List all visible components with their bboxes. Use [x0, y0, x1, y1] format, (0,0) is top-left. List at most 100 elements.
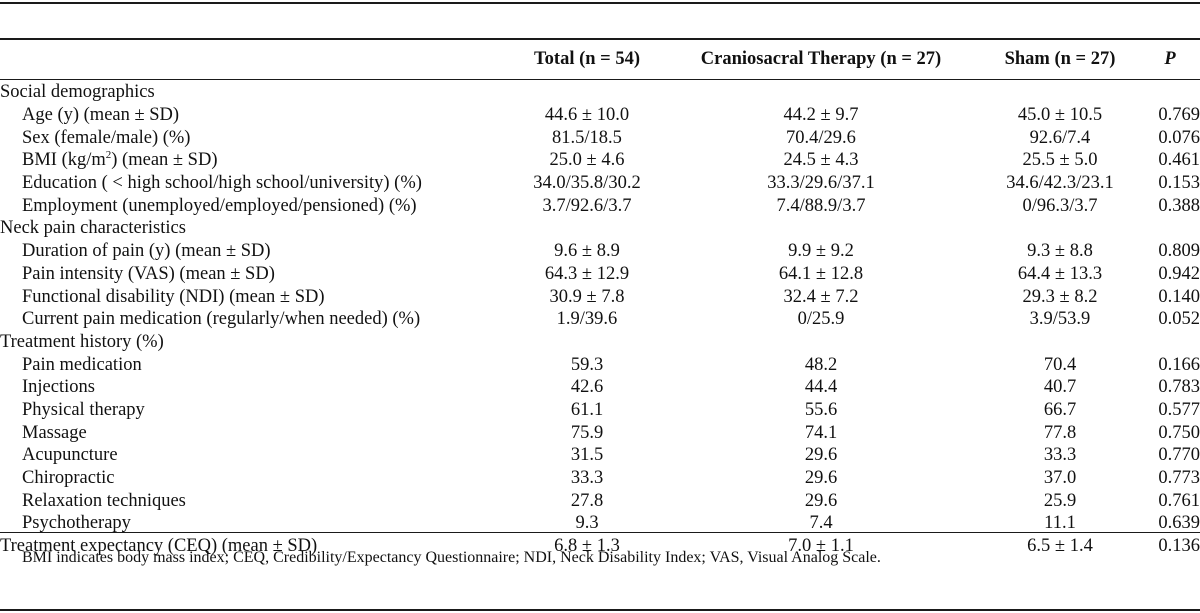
p-value: 0.140	[1158, 286, 1200, 307]
sham-value: 33.3	[1043, 445, 1077, 466]
p-value: 0.166	[1158, 354, 1200, 375]
p-value	[1140, 81, 1200, 104]
total-value: 1.9/39.6	[556, 309, 618, 330]
row-label: Neck pain characteristics	[0, 218, 186, 239]
total-value: 61.1	[570, 399, 604, 420]
sham-value: 70.4	[1043, 354, 1077, 375]
p-value	[1140, 217, 1200, 240]
total-value: 6.8 ± 1.3	[554, 536, 620, 557]
table-row: Massage 75.9 74.1 77.8 0.750	[0, 421, 1200, 444]
section-row: Treatment expectancy (CEQ) (mean ± SD) 6.…	[0, 535, 1200, 558]
row-label: Psychotherapy	[22, 513, 131, 534]
table-row: Relaxation techniques 27.8 29.6 25.9 0.761	[0, 489, 1200, 512]
table-footnote: BMI indicates body mass index; CEQ, Cred…	[22, 549, 881, 566]
total-value: 31.5	[570, 445, 604, 466]
header-craniosacral: Craniosacral Therapy (n = 27)	[700, 49, 942, 69]
craniosacral-value: 64.1 ± 12.8	[778, 263, 864, 284]
craniosacral-value: 33.3/29.6/37.1	[767, 173, 875, 194]
total-value: 30.9 ± 7.8	[549, 286, 625, 307]
total-value: 9.3	[575, 513, 599, 534]
table-row: Duration of pain (y) (mean ± SD) 9.6 ± 8.…	[0, 240, 1200, 263]
craniosacral-value: 7.4/88.9/3.7	[776, 195, 866, 216]
table-row: Physical therapy 61.1 55.6 66.7 0.577	[0, 399, 1200, 422]
table-row: Injections 42.6 44.4 40.7 0.783	[0, 376, 1200, 399]
sham-value: 29.3 ± 8.2	[1022, 286, 1098, 307]
header-total: Total (n = 54)	[534, 49, 640, 69]
table-row: Pain medication 59.3 48.2 70.4 0.166	[0, 353, 1200, 376]
craniosacral-value	[662, 331, 980, 354]
baseline-characteristics-table: Total (n = 54) Craniosacral Therapy (n =…	[0, 40, 1200, 557]
table-body: Social demographics Age (y) (mean ± SD) 44…	[0, 79, 1200, 557]
row-label: Physical therapy	[22, 399, 145, 420]
p-value: 0.942	[1158, 263, 1200, 284]
sham-value: 3.9/53.9	[1029, 309, 1091, 330]
total-value: 64.3 ± 12.9	[544, 263, 630, 284]
row-label: Acupuncture	[22, 445, 118, 466]
row-label: Treatment history (%)	[0, 331, 164, 352]
section-row: Neck pain characteristics	[0, 217, 1200, 240]
total-value: 9.6 ± 8.9	[554, 241, 620, 262]
sham-value: 37.0	[1043, 468, 1077, 489]
craniosacral-value: 70.4/29.6	[786, 127, 856, 148]
craniosacral-value: 7.4	[809, 513, 833, 534]
craniosacral-value: 44.4	[804, 377, 838, 398]
table-row: Current pain medication (regularly/when …	[0, 308, 1200, 331]
header-top-rule	[0, 38, 1200, 40]
p-value: 0.783	[1158, 377, 1200, 398]
top-rule	[0, 2, 1200, 4]
table-row: Education ( < high school/high school/un…	[0, 172, 1200, 195]
table-header-row: Total (n = 54) Craniosacral Therapy (n =…	[0, 40, 1200, 79]
row-label: Pain intensity (VAS) (mean ± SD)	[22, 263, 275, 284]
row-label: Relaxation techniques	[22, 490, 186, 511]
p-value: 0.052	[1158, 309, 1200, 330]
table-row: Sex (female/male) (%) 81.5/18.5 70.4/29.6 9…	[0, 126, 1200, 149]
row-label: Social demographics	[0, 82, 155, 103]
p-value: 0.577	[1158, 399, 1200, 420]
total-value: 75.9	[570, 422, 604, 443]
p-value: 0.136	[1158, 536, 1200, 557]
sham-value: 6.5 ± 1.4	[1027, 536, 1093, 557]
sham-value: 0/96.3/3.7	[1022, 195, 1098, 216]
row-label: Sex (female/male) (%)	[22, 127, 191, 148]
row-label: BMI (kg/m2) (mean ± SD)	[22, 149, 218, 171]
total-value: 25.0 ± 4.6	[549, 150, 625, 171]
table-bottom-rule	[0, 532, 1200, 533]
sham-value: 77.8	[1043, 422, 1077, 443]
bottom-rule	[0, 609, 1200, 611]
craniosacral-value: 55.6	[804, 399, 838, 420]
p-value: 0.750	[1158, 422, 1200, 443]
craniosacral-value	[662, 81, 980, 104]
p-value	[1140, 331, 1200, 354]
header-p-value: P	[1164, 49, 1176, 69]
row-label: Age (y) (mean ± SD)	[22, 105, 180, 126]
sham-value	[980, 81, 1140, 104]
sham-value	[980, 217, 1140, 240]
craniosacral-value: 7.0 ± 1.1	[788, 536, 854, 557]
sham-value: 11.1	[1044, 513, 1076, 534]
craniosacral-value: 29.6	[804, 445, 838, 466]
total-value	[512, 217, 662, 240]
table-row: Chiropractic 33.3 29.6 37.0 0.773	[0, 467, 1200, 490]
craniosacral-value: 74.1	[804, 422, 838, 443]
craniosacral-value: 0/25.9	[797, 309, 845, 330]
row-label: Massage	[22, 422, 87, 443]
total-value: 3.7/92.6/3.7	[542, 195, 632, 216]
p-value: 0.809	[1158, 241, 1200, 262]
p-value: 0.769	[1158, 105, 1200, 126]
table-row: Age (y) (mean ± SD) 44.6 ± 10.0 44.2 ± 9.7…	[0, 104, 1200, 127]
p-value: 0.639	[1158, 513, 1200, 534]
row-label: Treatment expectancy (CEQ) (mean ± SD)	[0, 536, 318, 557]
p-value: 0.153	[1158, 173, 1200, 194]
header-label	[0, 40, 512, 79]
total-value: 59.3	[570, 354, 604, 375]
sham-value: 40.7	[1043, 377, 1077, 398]
sham-value: 25.9	[1043, 490, 1077, 511]
p-value: 0.761	[1158, 490, 1200, 511]
sham-value: 25.5 ± 5.0	[1022, 150, 1098, 171]
p-value: 0.076	[1158, 127, 1200, 148]
total-value: 34.0/35.8/30.2	[533, 173, 641, 194]
table-row: Acupuncture 31.5 29.6 33.3 0.770	[0, 444, 1200, 467]
header-sham: Sham (n = 27)	[1004, 49, 1116, 69]
row-label: Pain medication	[22, 354, 142, 375]
table-row: BMI (kg/m2) (mean ± SD) 25.0 ± 4.6 24.5 ± …	[0, 149, 1200, 172]
